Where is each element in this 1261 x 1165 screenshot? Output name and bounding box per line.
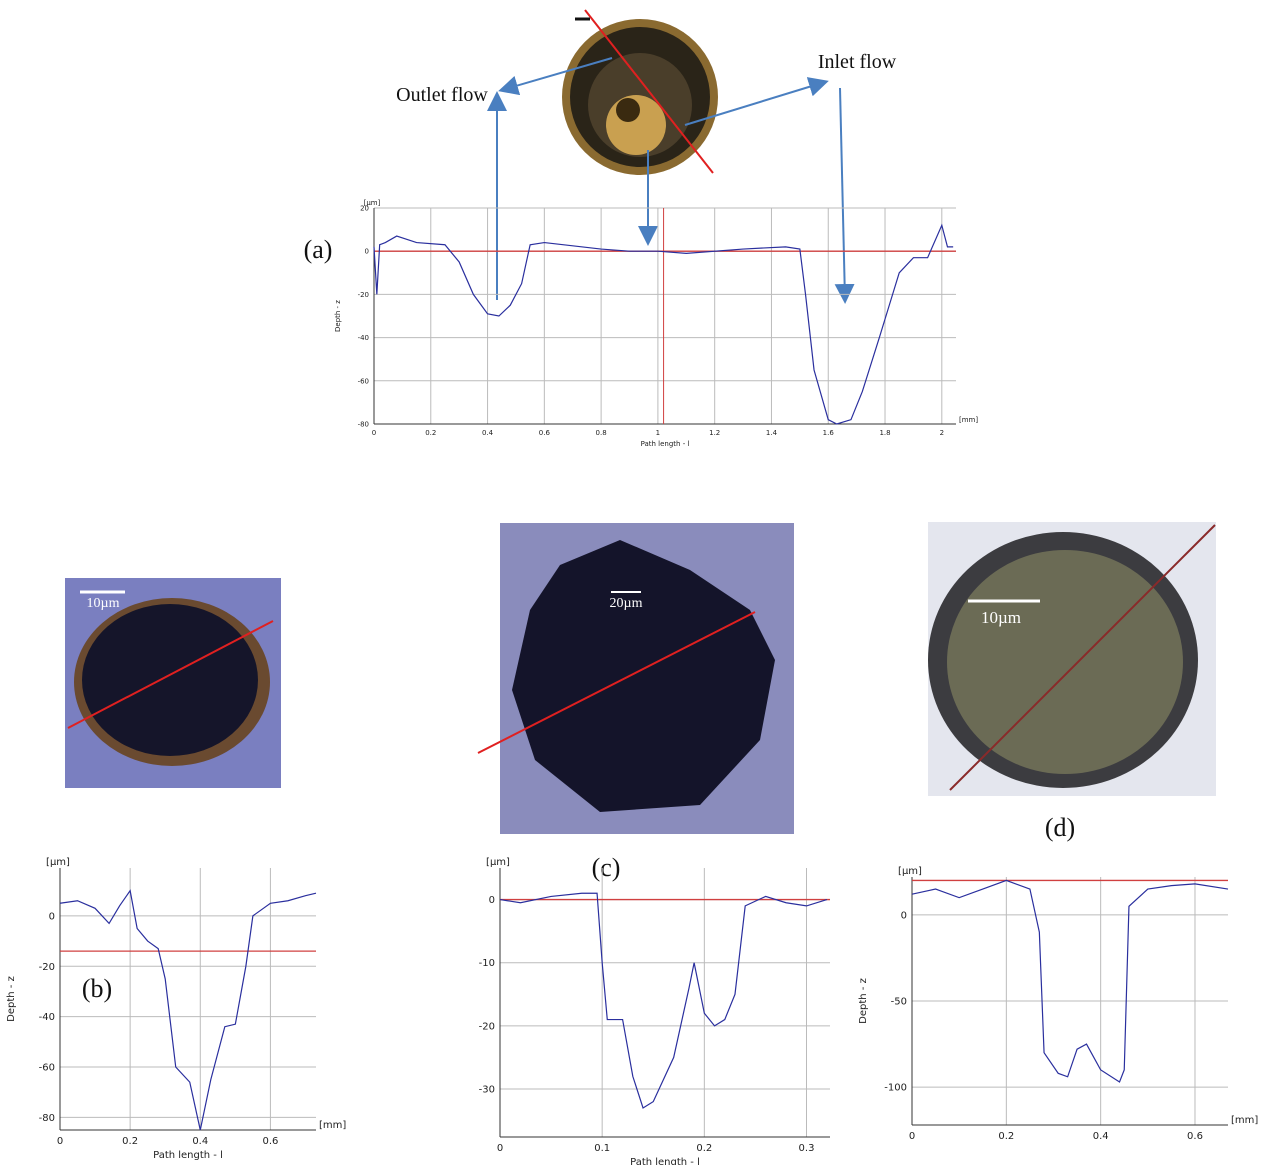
figure: Outlet flow Inlet flow (a) 10µm (b) 20µm… bbox=[0, 0, 1261, 1165]
y-unit: [µm] bbox=[364, 199, 381, 207]
x-tick-label: 0.4 bbox=[1093, 1131, 1109, 1142]
scale-bar-label: 10µm bbox=[981, 608, 1021, 627]
x-unit: [mm] bbox=[319, 1120, 346, 1131]
scale-bar-label: 10µm bbox=[87, 596, 120, 611]
x-tick-label: 0.4 bbox=[482, 429, 494, 437]
y-tick-label: 0 bbox=[49, 911, 55, 922]
x-tick-label: 0.6 bbox=[539, 429, 551, 437]
scale-bar-label: 20µm bbox=[610, 596, 643, 611]
x-tick-label: 0.6 bbox=[1187, 1131, 1203, 1142]
y-axis-title: Depth - z bbox=[334, 300, 342, 332]
x-unit: [mm] bbox=[959, 416, 978, 424]
x-tick-label: 1.4 bbox=[766, 429, 778, 437]
y-unit: [µm] bbox=[486, 857, 510, 868]
y-axis-title: Depth - z bbox=[858, 978, 869, 1024]
y-tick-label: -60 bbox=[358, 377, 369, 385]
y-tick-label: -80 bbox=[358, 420, 369, 428]
x-tick-label: 0 bbox=[372, 429, 376, 437]
y-tick-label: -40 bbox=[39, 1012, 55, 1023]
panel-label: (a) bbox=[304, 235, 333, 264]
x-tick-label: 1.2 bbox=[709, 429, 720, 437]
profile-line bbox=[60, 891, 316, 1130]
x-unit: [mm] bbox=[1231, 1115, 1258, 1126]
y-tick-label: 0 bbox=[489, 895, 495, 906]
y-tick-label: -30 bbox=[479, 1085, 495, 1096]
y-tick-label: 0 bbox=[901, 910, 907, 921]
x-tick-label: 0.6 bbox=[262, 1136, 278, 1147]
profile-line bbox=[500, 893, 827, 1108]
x-tick-label: 0.2 bbox=[122, 1136, 138, 1147]
annotation: Inlet flow bbox=[818, 51, 897, 73]
x-tick-label: 0.3 bbox=[799, 1143, 815, 1154]
x-tick-label: 0.2 bbox=[998, 1131, 1014, 1142]
y-tick-label: -60 bbox=[39, 1063, 55, 1074]
x-tick-label: 1 bbox=[656, 429, 660, 437]
x-tick-label: 0.4 bbox=[192, 1136, 208, 1147]
x-axis-title: Path length - l bbox=[641, 440, 690, 448]
y-tick-label: -80 bbox=[39, 1113, 55, 1124]
x-tick-label: 0.2 bbox=[425, 429, 436, 437]
annotation: Outlet flow bbox=[396, 84, 488, 106]
x-tick-label: 0.1 bbox=[594, 1143, 610, 1154]
x-tick-label: 0 bbox=[497, 1143, 503, 1154]
micrograph-d: 10µm bbox=[928, 522, 1216, 796]
panel-label: (b) bbox=[82, 974, 112, 1003]
x-axis-title: Path length - l bbox=[153, 1150, 223, 1161]
y-tick-label: -20 bbox=[39, 962, 55, 973]
y-tick-label: -40 bbox=[358, 334, 369, 342]
x-axis-title: Path length - l bbox=[630, 1157, 700, 1165]
x-tick-label: 0.8 bbox=[596, 429, 607, 437]
micrograph-b: 10µm bbox=[65, 578, 281, 788]
y-unit: [µm] bbox=[46, 857, 70, 868]
x-tick-label: 0 bbox=[57, 1136, 63, 1147]
micrograph-c: 20µm bbox=[478, 523, 794, 834]
y-unit: [µm] bbox=[898, 866, 922, 877]
y-tick-label: -20 bbox=[479, 1021, 495, 1032]
y-tick-label: -20 bbox=[358, 291, 369, 299]
x-tick-label: 1.8 bbox=[879, 429, 890, 437]
y-tick-label: 0 bbox=[365, 248, 369, 256]
x-tick-label: 0.2 bbox=[696, 1143, 712, 1154]
profile-line bbox=[912, 880, 1228, 1082]
panel-label: (c) bbox=[592, 853, 621, 882]
y-axis-title: Depth - z bbox=[6, 976, 17, 1022]
y-tick-label: -100 bbox=[884, 1083, 907, 1094]
y-tick-label: -50 bbox=[891, 997, 907, 1008]
x-tick-label: 0 bbox=[909, 1131, 915, 1142]
panel-label: (d) bbox=[1045, 813, 1075, 842]
micrograph-a bbox=[562, 10, 718, 175]
x-tick-label: 1.6 bbox=[823, 429, 835, 437]
y-tick-label: -10 bbox=[479, 958, 495, 969]
x-tick-label: 2 bbox=[940, 429, 944, 437]
